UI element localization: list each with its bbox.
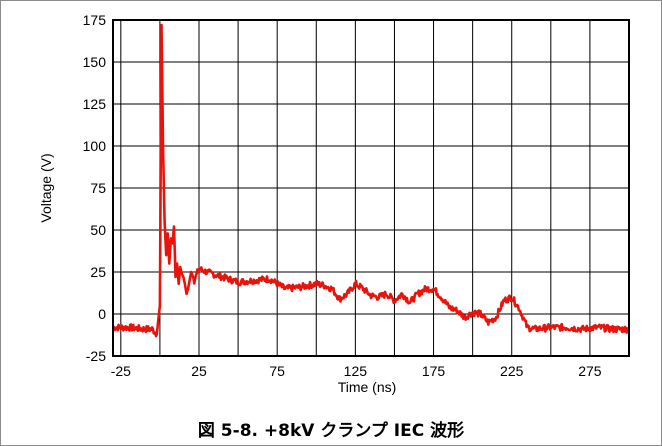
y-tick-label: 125 (83, 96, 107, 112)
x-tick-label: 125 (344, 363, 368, 379)
y-axis-title: Voltage (V) (38, 153, 54, 222)
y-tick-label: 150 (83, 54, 107, 70)
y-tick-label: 0 (98, 306, 106, 322)
y-tick-label: 175 (83, 12, 107, 28)
x-tick-label: 75 (269, 363, 285, 379)
figure-caption: 図 5-8. +8kV クランプ IEC 波形 (197, 421, 465, 441)
series-layer (112, 23, 630, 338)
plot-border (112, 19, 630, 357)
x-tick-label: 175 (422, 363, 446, 379)
y-tick-label: 25 (90, 264, 106, 280)
voltage-time-chart: -25 25 75 125 175 225 275 -25 0 25 50 75 100 125 150 17… (38, 12, 630, 395)
x-axis-title: Time (ns) (338, 379, 397, 395)
x-tick-label: 225 (500, 363, 524, 379)
x-tick-label: -25 (111, 363, 131, 379)
y-tick-label: 75 (90, 180, 106, 196)
voltage-trace (112, 23, 630, 338)
y-tick-label: 50 (90, 222, 106, 238)
x-tick-label: 275 (578, 363, 602, 379)
x-tick-label: 25 (191, 363, 207, 379)
y-tick-label: -25 (86, 348, 106, 364)
tick-labels: -25 25 75 125 175 225 275 -25 0 25 50 75 100 125 150 17… (83, 12, 602, 379)
y-tick-label: 100 (83, 138, 107, 154)
